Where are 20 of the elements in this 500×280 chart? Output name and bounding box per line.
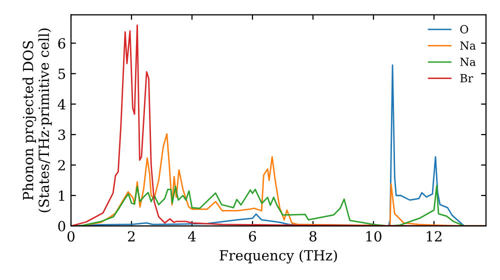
y-tick-label: 1 — [58, 190, 64, 201]
legend-label: Na — [460, 41, 476, 50]
legend-label: Na — [460, 58, 476, 66]
x-tick-label: 8 — [309, 231, 316, 242]
y-tick-label: 0 — [58, 220, 66, 232]
x-tick-label: 4 — [188, 231, 196, 242]
y-tick-label: 5 — [58, 68, 66, 80]
legend-label: O — [460, 25, 468, 34]
y-tick-label: 6 — [58, 38, 66, 49]
y-tick-label: 2 — [58, 160, 65, 170]
y-axis-title: Phonon projected DOS (States/THz·primitive cell) — [22, 28, 52, 212]
y-tick-label: 4 — [58, 99, 66, 110]
x-tick-label: 0 — [67, 231, 74, 242]
legend-label: Br — [460, 74, 474, 82]
x-tick-label: 6 — [248, 231, 256, 242]
x-tick-label: 10 — [366, 231, 382, 242]
x-axis-title: Frequency (THz) — [220, 250, 337, 264]
x-tick-label: 12 — [426, 231, 442, 242]
y-tick-label: 3 — [58, 130, 66, 140]
x-tick-label: 2 — [128, 231, 135, 242]
